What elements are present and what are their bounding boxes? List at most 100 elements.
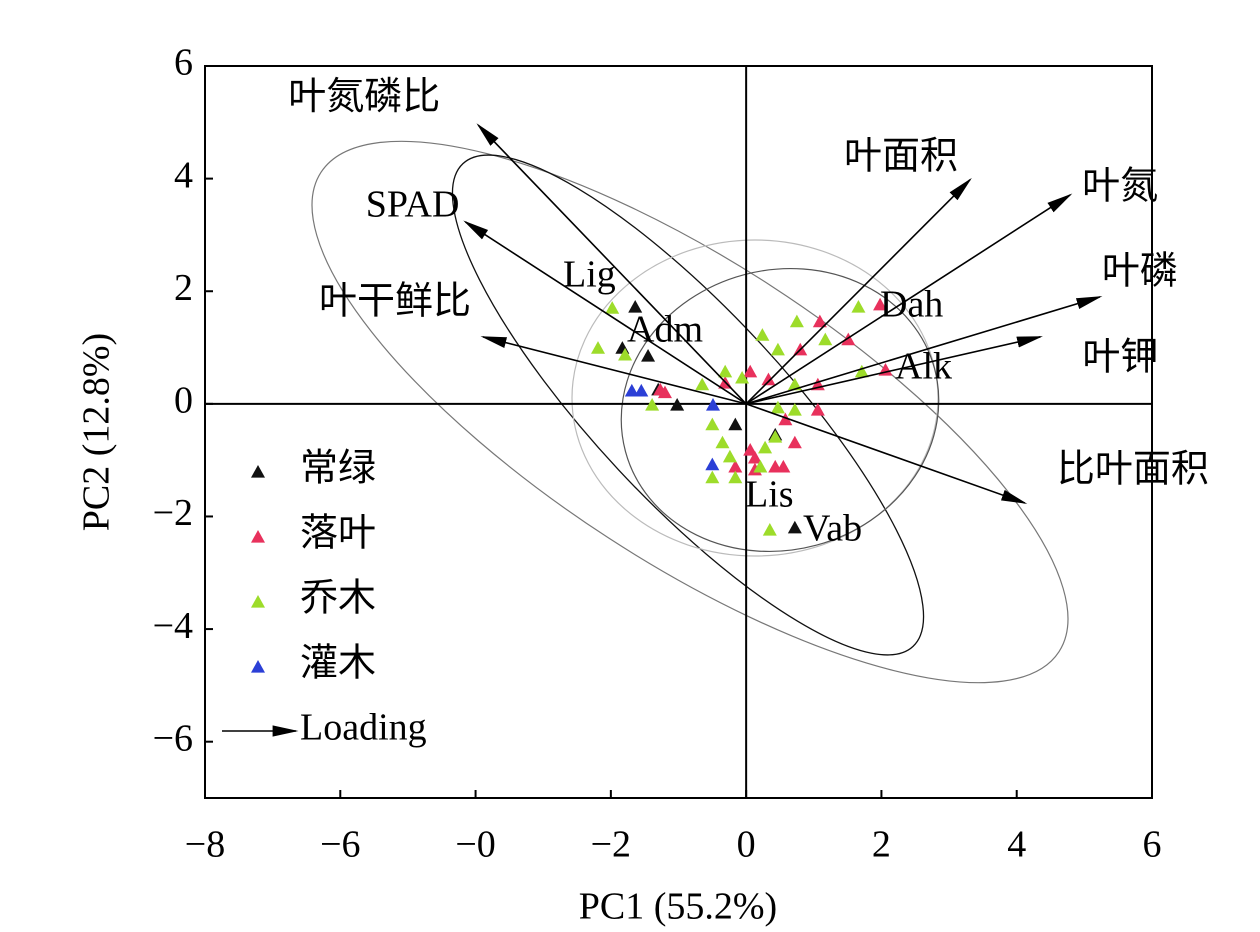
- x-tick-label: 2: [872, 824, 891, 866]
- point: [705, 397, 720, 411]
- point: [591, 341, 606, 354]
- point: [628, 299, 643, 313]
- point: [743, 364, 758, 378]
- loading-label: 叶氮磷比: [288, 76, 440, 118]
- legend-marker: [251, 660, 265, 673]
- annotation: Vab: [803, 508, 862, 550]
- point: [618, 347, 633, 361]
- y-tick-label: 6: [174, 42, 193, 84]
- point: [755, 328, 770, 341]
- loading-label: SPAD: [366, 184, 460, 226]
- x-tick-label: −8: [185, 824, 225, 866]
- point: [728, 417, 743, 431]
- x-tick-label: 0: [737, 824, 756, 866]
- y-tick-label: −4: [153, 605, 193, 647]
- legend-label: 落叶: [300, 513, 376, 555]
- point: [728, 470, 743, 484]
- loading-arrow: [745, 336, 1043, 405]
- point: [776, 459, 791, 473]
- y-tick-label: 0: [174, 380, 193, 422]
- point: [624, 383, 639, 397]
- legend-label: 灌木: [300, 643, 376, 685]
- point: [753, 459, 768, 473]
- loading-label: 叶氮: [1082, 166, 1158, 208]
- point: [812, 314, 827, 328]
- point: [787, 403, 802, 416]
- point: [715, 435, 730, 449]
- point: [789, 314, 804, 328]
- point: [810, 403, 825, 416]
- point: [705, 470, 720, 484]
- loading-arrow: [463, 220, 747, 405]
- ellipse: [620, 267, 940, 553]
- loading-label: 叶面积: [844, 135, 958, 177]
- point: [705, 457, 720, 471]
- point: [735, 370, 750, 384]
- point: [743, 443, 758, 456]
- y-tick-label: 2: [174, 267, 193, 309]
- x-axis-label: PC1 (55.2%): [579, 886, 777, 928]
- point: [634, 383, 649, 397]
- loading-label: 比叶面积: [1057, 449, 1209, 491]
- y-tick-label: −2: [153, 492, 193, 534]
- x-tick-label: −6: [320, 824, 360, 866]
- loading-arrow: [480, 336, 747, 405]
- x-tick-label: −0: [455, 824, 495, 866]
- x-tick-label: 6: [1143, 824, 1162, 866]
- point: [770, 342, 785, 356]
- point: [854, 364, 869, 378]
- plot-frame: [204, 65, 1153, 799]
- point: [670, 397, 685, 411]
- point: [641, 348, 656, 362]
- legend-label: 常绿: [300, 448, 376, 490]
- point: [873, 297, 888, 311]
- loading-label: 叶干鲜比: [319, 281, 471, 323]
- point: [747, 450, 762, 464]
- point: [818, 332, 833, 346]
- point: [841, 332, 856, 346]
- point: [695, 377, 710, 391]
- point: [761, 372, 776, 386]
- point: [770, 400, 785, 414]
- point: [778, 412, 793, 426]
- legend-marker: [251, 465, 265, 478]
- annotation: Lis: [745, 474, 794, 516]
- x-tick-label: 4: [1007, 824, 1026, 866]
- loading-arrow: [476, 123, 747, 405]
- point: [787, 520, 802, 534]
- loading-arrow: [745, 193, 1073, 405]
- loading-label: 叶磷: [1102, 251, 1178, 293]
- legend-marker: [251, 530, 265, 543]
- point: [705, 417, 720, 431]
- point: [645, 397, 660, 411]
- point: [605, 301, 620, 314]
- point: [758, 440, 773, 454]
- x-tick-label: −2: [591, 824, 631, 866]
- annotation: Alk: [895, 346, 952, 388]
- loading-arrow: [745, 177, 972, 405]
- ellipse: [451, 154, 925, 656]
- loading-label: 叶钾: [1082, 337, 1158, 379]
- annotation: Lig: [563, 254, 616, 296]
- y-tick-label: −6: [153, 717, 193, 759]
- point: [718, 364, 733, 378]
- annotation: Adm: [627, 309, 703, 351]
- loading-arrow: [745, 296, 1103, 405]
- legend-label: 乔木: [300, 578, 376, 620]
- y-tick-label: 4: [174, 154, 193, 196]
- annotation: Dah: [880, 284, 943, 326]
- point: [787, 377, 802, 391]
- point: [728, 459, 743, 473]
- ellipse: [571, 239, 939, 557]
- ellipse: [311, 140, 1069, 684]
- point: [762, 522, 777, 536]
- point: [722, 449, 737, 463]
- legend-marker: [251, 595, 265, 608]
- loading-arrow: [745, 403, 1028, 504]
- point: [851, 299, 866, 313]
- legend-label: Loading: [300, 707, 427, 749]
- y-axis-label: PC2 (12.8%): [76, 333, 118, 531]
- point: [787, 435, 802, 449]
- point: [768, 430, 783, 443]
